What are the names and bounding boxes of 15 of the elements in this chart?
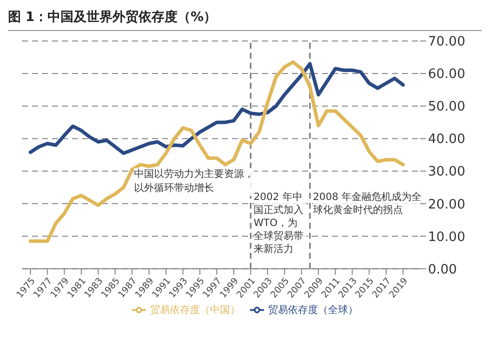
legend-label: 贸易依存度（中国） bbox=[150, 304, 240, 316]
y-tick-label: 70.00 bbox=[428, 34, 466, 50]
y-tick-label: 20.00 bbox=[428, 197, 466, 212]
y-tick-label: 10.00 bbox=[428, 230, 466, 245]
ref-line-label: 2008 年金融危机成为全球化黄金时代的拐点 bbox=[312, 191, 425, 217]
chart-title: 图 1：中国及世界外贸依存度（%） bbox=[8, 8, 482, 31]
line-series bbox=[28, 62, 405, 155]
y-tick-label: 60.00 bbox=[428, 67, 466, 82]
legend-label: 贸易依存度（全球） bbox=[268, 304, 358, 316]
y-tick-label: 50.00 bbox=[428, 100, 466, 115]
y-tick-label: 40.00 bbox=[428, 132, 466, 148]
annotation: 中国以劳动力为主要资源，以外循环带动增长 bbox=[134, 168, 254, 196]
y-tick-label: 0.00 bbox=[428, 262, 457, 278]
ref-line-label: 2002 年中国正式加入WTO，为全球贸易带来新活力 bbox=[254, 191, 306, 256]
y-tick-label: 30.00 bbox=[428, 164, 466, 180]
